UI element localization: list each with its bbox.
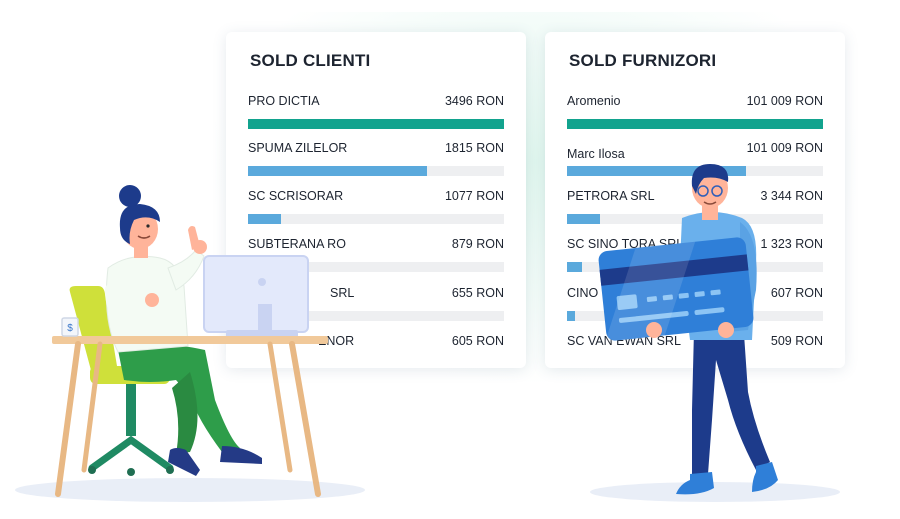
balance-bar-track (248, 166, 504, 176)
balance-row[interactable]: SPUMA ZILELOR 1815 RON (248, 141, 504, 177)
balance-row[interactable]: PRO DICTIA 3496 RON (248, 94, 504, 130)
chair-post (126, 384, 136, 436)
balance-bar-fill (567, 119, 823, 129)
balance-row[interactable]: SC SCRISORAR 1077 RON (248, 189, 504, 225)
woman-hair (119, 204, 160, 244)
balance-row[interactable]: SRL 655 RON (248, 286, 504, 322)
balance-bar-fill (248, 119, 504, 129)
balance-amount: 655 RON (451, 286, 504, 300)
balance-amount: 101 009 RON (746, 141, 823, 155)
mug (61, 317, 79, 337)
man-shoe (676, 472, 714, 495)
monitor (203, 255, 309, 333)
man-legs (692, 330, 770, 476)
balance-bar-track (248, 262, 504, 272)
balance-bar-fill (567, 214, 601, 224)
balance-amount: 1815 RON (444, 141, 504, 155)
mug-label: $ (67, 323, 73, 334)
balance-amount: 509 RON (770, 334, 823, 348)
balance-bar-track (248, 311, 504, 321)
card-title: SOLD CLIENTI (250, 51, 371, 70)
balance-amount: 1077 RON (444, 189, 504, 203)
hand (718, 322, 734, 338)
supplier-name: CINO (567, 286, 599, 300)
desk-leg (55, 341, 81, 497)
balance-row[interactable]: Aromenio 101 009 RON (567, 94, 823, 130)
credit-card-icon (598, 237, 754, 342)
card-title: SOLD FURNIZORI (569, 51, 717, 70)
floor-shadow-left (15, 478, 365, 502)
client-name: PRO DICTIA (248, 94, 320, 108)
balance-bar-fill (248, 214, 282, 224)
balance-amount: 879 RON (451, 237, 504, 251)
supplier-name: Aromenio (567, 94, 621, 108)
hand (145, 293, 159, 307)
man-hair (691, 164, 729, 194)
client-name: SRL (330, 286, 355, 300)
balance-bar-fill (567, 166, 747, 176)
client-name: SPUMA ZILELOR (248, 141, 348, 155)
balance-amount: 607 RON (770, 286, 823, 300)
balance-bar-track (248, 214, 504, 224)
hand (646, 322, 662, 338)
balance-amount: 1 323 RON (760, 237, 823, 251)
desk-top (52, 336, 328, 344)
balance-bar-fill (567, 262, 583, 272)
balance-bar-fill (248, 166, 428, 176)
woman-legs (118, 344, 240, 452)
balance-amount: 3496 RON (444, 94, 504, 108)
man-with-card-illustration (598, 164, 778, 495)
woman-at-desk-illustration: $ (52, 185, 328, 497)
balance-amount: 3 344 RON (760, 189, 823, 203)
man-shoe (752, 462, 778, 492)
balance-amount: 605 RON (451, 334, 504, 348)
hair-bun (119, 185, 141, 207)
glasses (697, 185, 709, 197)
balance-bar-track (567, 119, 823, 129)
woman-shoe (168, 448, 200, 476)
supplier-name: PETRORA SRL (567, 189, 655, 203)
balance-amount: 101 009 RON (746, 94, 823, 108)
client-name: SUBTERANA RO (248, 237, 346, 251)
supplier-name: Marc Ilosa (567, 147, 625, 161)
desk-leg (289, 341, 321, 497)
balance-row[interactable]: SUBTERANA RO 879 RON (248, 237, 504, 273)
balance-bar-track (248, 119, 504, 129)
chair-back (69, 286, 118, 374)
client-name: SC SCRISORAR (248, 189, 344, 203)
balance-bar-fill (567, 311, 575, 321)
woman-shoe (220, 446, 262, 464)
floor-shadow-right (590, 482, 840, 502)
chair-base (88, 435, 174, 472)
